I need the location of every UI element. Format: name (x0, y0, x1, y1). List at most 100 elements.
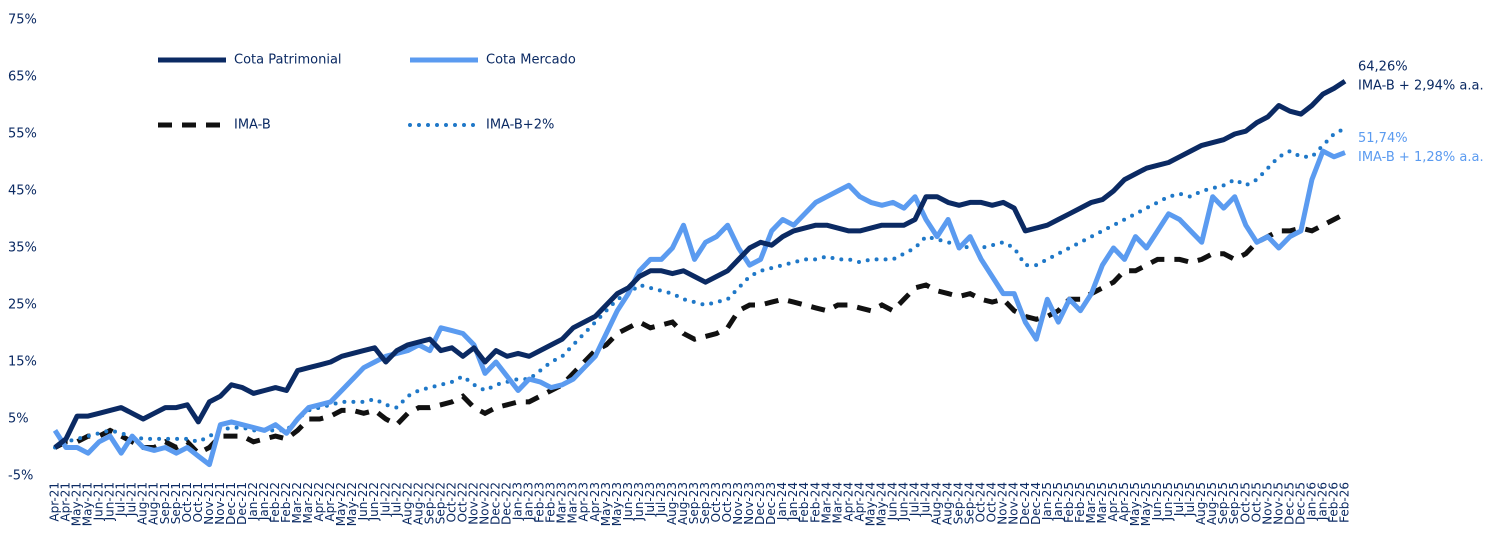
x-tick-label: Mar-22 (301, 482, 315, 523)
x-tick-label: May-21 (81, 482, 95, 526)
x-tick-label: Jul-22 (378, 482, 392, 517)
x-tick-label: Apr-23 (588, 482, 602, 522)
x-tick-label: May-21 (70, 482, 84, 526)
x-tick-label: Mar-25 (1095, 482, 1109, 523)
x-tick-label: Jul-23 (654, 482, 668, 517)
y-tick-label: 5% (8, 412, 29, 427)
x-tick-label: May-22 (334, 482, 348, 526)
x-tick-label: Dec-23 (753, 482, 767, 525)
x-tick-label: Jul-25 (1183, 482, 1197, 517)
x-tick-label: Jun-24 (896, 482, 910, 521)
x-tick-label: Aug-24 (930, 482, 944, 525)
y-tick-label: 75% (8, 13, 37, 28)
x-tick-label: Jun-24 (885, 482, 899, 521)
x-tick-label: Aug-24 (941, 482, 955, 525)
x-tick-label: Aug-23 (665, 482, 679, 525)
x-tick-label: Oct-24 (985, 482, 999, 522)
y-tick-label: -5% (8, 469, 33, 484)
series-line (53, 126, 1347, 450)
x-tick-label: Nov-23 (731, 482, 745, 525)
end-note: IMA-B + 2,94% a.a. (1358, 79, 1484, 94)
x-tick-label: Dec-25 (1282, 482, 1296, 525)
x-tick-label: Dec-21 (235, 482, 249, 525)
end-note: IMA-B + 1,28% a.a. (1358, 150, 1484, 165)
x-tick-label: Jun-23 (632, 482, 646, 521)
x-tick-label: Jun-21 (103, 482, 117, 521)
x-tick-label: Nov-24 (996, 482, 1010, 525)
x-tick-label: Sep-23 (687, 482, 701, 524)
x-tick-label: Sep-22 (422, 482, 436, 524)
x-tick-label: Sep-24 (963, 482, 977, 524)
x-tick-label: Dec-24 (1029, 482, 1043, 525)
end-label: 51,74% (1358, 131, 1408, 146)
x-tick-label: Feb-24 (808, 482, 822, 523)
x-tick-label: Sep-23 (698, 482, 712, 524)
x-tick-label: Jan-25 (1040, 482, 1054, 521)
x-tick-label: Jul-21 (125, 482, 139, 517)
x-tick-label: Feb-26 (1326, 482, 1340, 523)
x-tick-label: Jan-26 (1304, 482, 1318, 521)
x-tick-label: Nov-24 (1007, 482, 1021, 525)
x-tick-label: Jun-23 (621, 482, 635, 521)
x-tick-label: Dec-23 (764, 482, 778, 525)
y-tick-label: 15% (8, 355, 37, 370)
x-tick-label: May-24 (863, 482, 877, 526)
x-tick-label: Oct-23 (709, 482, 723, 522)
x-tick-label: Mar-23 (566, 482, 580, 523)
x-tick-label: Feb-23 (533, 482, 547, 523)
x-tick-label: May-24 (874, 482, 888, 526)
x-tick-label: Jul-25 (1172, 482, 1186, 517)
x-tick-label: Jul-23 (643, 482, 657, 517)
x-tick-label: Sep-24 (952, 482, 966, 524)
x-tick-label: Aug-23 (676, 482, 690, 525)
x-tick-label: Feb-23 (544, 482, 558, 523)
x-tick-label: Nov-21 (202, 482, 216, 525)
x-tick-label: Jun-25 (1150, 482, 1164, 521)
x-tick-label: Feb-25 (1062, 482, 1076, 523)
x-tick-label: Nov-25 (1271, 482, 1285, 525)
x-tick-label: Oct-21 (180, 482, 194, 522)
x-tick-label: Jan-24 (775, 482, 789, 521)
x-tick-label: Apr-22 (312, 482, 326, 522)
x-tick-label: Dec-21 (224, 482, 238, 525)
x-tick-label: Apr-25 (1106, 482, 1120, 522)
x-tick-label: Dec-22 (500, 482, 514, 525)
legend-label: IMA-B+2% (486, 118, 554, 133)
x-tick-label: Dec-25 (1293, 482, 1307, 525)
x-tick-label: Mar-23 (555, 482, 569, 523)
x-tick-label: Apr-22 (323, 482, 337, 522)
y-tick-label: 35% (8, 241, 37, 256)
y-tick-label: 25% (8, 298, 37, 313)
x-tick-label: Mar-25 (1084, 482, 1098, 523)
x-tick-label: Feb-25 (1073, 482, 1087, 523)
legend-label: Cota Mercado (486, 53, 576, 68)
x-tick-label: Jan-25 (1051, 482, 1065, 521)
series-line (53, 211, 1347, 457)
x-tick-label: Nov-23 (742, 482, 756, 525)
x-tick-label: Aug-21 (136, 482, 150, 525)
end-label: 64,26% (1358, 60, 1408, 75)
x-tick-label: Apr-24 (852, 482, 866, 522)
x-tick-label: Mar-22 (290, 482, 304, 523)
x-tick-label: Jan-23 (511, 482, 525, 521)
x-tick-label: Oct-23 (720, 482, 734, 522)
x-tick-label: Feb-24 (797, 482, 811, 523)
x-tick-label: Jan-22 (257, 482, 271, 521)
x-tick-label: Aug-25 (1194, 482, 1208, 525)
x-tick-label: Feb-26 (1338, 482, 1352, 523)
x-tick-label: Jan-24 (786, 482, 800, 521)
x-tick-label: Apr-23 (577, 482, 591, 522)
x-tick-label: Dec-22 (489, 482, 503, 525)
x-tick-label: Jul-24 (919, 482, 933, 517)
x-tick-label: Jul-22 (389, 482, 403, 517)
series-line (52, 148, 1346, 468)
x-tick-label: Jun-21 (92, 482, 106, 521)
x-tick-label: Feb-22 (268, 482, 282, 523)
y-tick-label: 65% (8, 70, 37, 85)
x-tick-label: Jun-22 (356, 482, 370, 521)
legend-label: Cota Patrimonial (234, 53, 342, 68)
x-tick-label: Jun-25 (1161, 482, 1175, 521)
x-tick-label: Jun-22 (367, 482, 381, 521)
x-tick-label: May-25 (1128, 482, 1142, 526)
